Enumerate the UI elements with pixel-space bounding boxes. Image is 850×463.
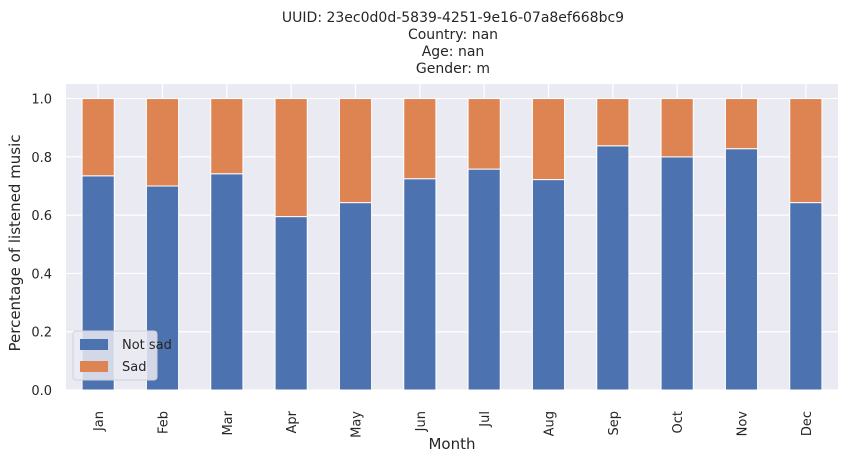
title-line: Gender: m bbox=[416, 61, 490, 77]
y-tick-label: 1.0 bbox=[31, 93, 52, 108]
x-tick-label: Mar bbox=[221, 410, 236, 435]
y-tick-label: 0.0 bbox=[31, 384, 52, 399]
y-axis-label: Percentage of listened music bbox=[6, 134, 24, 351]
bar-sad-sep bbox=[596, 98, 630, 147]
bar-sad-apr bbox=[274, 98, 308, 218]
x-tick-label: Dec bbox=[800, 411, 815, 436]
bar-sad-jun bbox=[403, 98, 437, 180]
bar-sad-may bbox=[338, 98, 373, 204]
bar-sad-nov bbox=[724, 98, 759, 150]
x-tick-label: Feb bbox=[157, 411, 172, 434]
bar-not-sad-mar bbox=[210, 173, 244, 391]
legend-label: Not sad bbox=[122, 338, 172, 353]
bars bbox=[81, 98, 823, 391]
bar-not-sad-sep bbox=[596, 145, 630, 391]
x-axis-label: Month bbox=[428, 435, 475, 453]
x-tick-label: May bbox=[350, 411, 365, 438]
legend: Not sad Sad bbox=[72, 330, 172, 381]
y-tick-label: 0.8 bbox=[31, 151, 52, 166]
bar-not-sad-nov bbox=[724, 148, 759, 391]
x-tick-label: Jul bbox=[478, 411, 493, 428]
x-tick-label: Jun bbox=[414, 411, 429, 432]
bar-sad-feb bbox=[145, 98, 180, 187]
y-tick-label: 0.6 bbox=[31, 209, 52, 224]
bar-not-sad-apr bbox=[274, 216, 308, 391]
x-tick-label: Aug bbox=[543, 411, 558, 436]
bar-sad-jul bbox=[467, 98, 501, 170]
bar-sad-oct bbox=[660, 98, 694, 158]
plot-area bbox=[66, 84, 838, 390]
bar-sad-jan bbox=[81, 98, 115, 177]
legend-label: Sad bbox=[122, 360, 146, 375]
bar-not-sad-oct bbox=[660, 156, 694, 391]
bar-not-sad-jun bbox=[403, 178, 437, 391]
y-axis-ticks: 0.0 0.2 0.4 0.6 0.8 1.0 bbox=[31, 93, 52, 399]
bar-not-sad-aug bbox=[531, 179, 566, 391]
chart-title: UUID: 23ec0d0d-5839-4251-9e16-07a8ef668b… bbox=[282, 10, 624, 77]
bar-sad-dec bbox=[789, 98, 823, 204]
y-tick-label: 0.4 bbox=[31, 267, 52, 282]
legend-swatch bbox=[80, 339, 108, 350]
title-line: Country: nan bbox=[408, 27, 498, 43]
bar-sad-mar bbox=[210, 98, 244, 175]
title-line: UUID: 23ec0d0d-5839-4251-9e16-07a8ef668b… bbox=[282, 10, 624, 26]
x-tick-label: Oct bbox=[671, 411, 686, 433]
x-tick-label: Nov bbox=[736, 411, 751, 437]
x-tick-label: Apr bbox=[285, 410, 300, 433]
bar-not-sad-may bbox=[338, 202, 373, 391]
title-line: Age: nan bbox=[422, 44, 485, 60]
bar-not-sad-jul bbox=[467, 168, 501, 391]
x-tick-label: Jan bbox=[92, 411, 107, 432]
bar-sad-aug bbox=[531, 98, 566, 181]
bar-not-sad-dec bbox=[789, 202, 823, 391]
x-axis-ticks: Jan Feb Mar Apr May Jun Jul Aug Sep Oct Nov Dec bbox=[92, 410, 815, 438]
x-tick-label: Sep bbox=[607, 411, 622, 436]
legend-swatch bbox=[80, 361, 108, 372]
y-tick-label: 0.2 bbox=[31, 326, 52, 341]
